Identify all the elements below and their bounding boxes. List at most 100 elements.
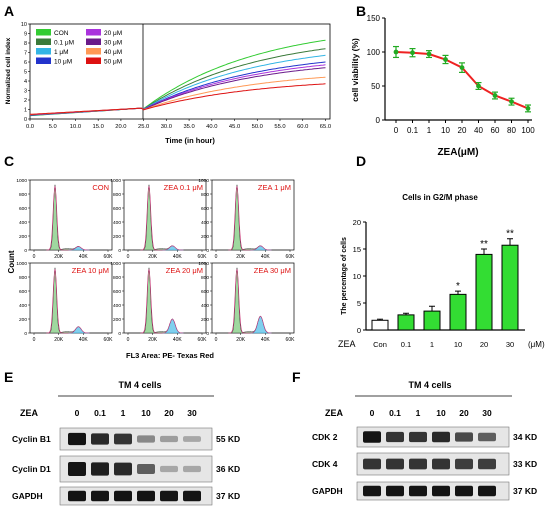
panel-e-dose-label: 10 bbox=[141, 408, 151, 418]
panel-b-data-point bbox=[410, 50, 415, 56]
panel-b-data-point bbox=[443, 57, 448, 62]
panel-letter-e: E bbox=[4, 369, 13, 385]
panel-c-y-axis-label: Count bbox=[7, 250, 16, 273]
panel-c-x-tick-label: 0 bbox=[215, 337, 218, 343]
panel-c-y-tick-label: 0 bbox=[24, 248, 27, 254]
panel-a-x-tick-label: 5.0 bbox=[49, 124, 57, 130]
panel-a-legend-label: 30 μM bbox=[104, 39, 122, 46]
panel-a-x-tick-label: 0.0 bbox=[26, 124, 34, 130]
panel-c-y-tick-label: 400 bbox=[113, 220, 121, 226]
panel-c-y-tick-label: 400 bbox=[19, 220, 27, 226]
panel-f-band bbox=[386, 458, 404, 470]
panel-a-plot-area bbox=[29, 23, 331, 120]
panel-d-x-tick-label: 30 bbox=[506, 340, 514, 349]
panel-f-dose-label: 20 bbox=[459, 408, 469, 418]
panel-f-size-label: 37 KD bbox=[513, 486, 537, 496]
panel-d-bar bbox=[449, 293, 467, 331]
panel-c-y-tick-label: 600 bbox=[201, 289, 209, 295]
panel-d-bar bbox=[501, 244, 519, 331]
panel-a-y-tick-label: 7 bbox=[24, 51, 27, 57]
panel-c-x-tick-label: 0 bbox=[33, 254, 36, 260]
panel-c-x-tick-label: 20K bbox=[54, 337, 64, 343]
panel-c-y-tick-label: 1000 bbox=[198, 261, 209, 267]
panel-c-x-tick-label: 60K bbox=[198, 337, 208, 343]
panel-e-dose-label: 0 bbox=[75, 408, 80, 418]
panel-c-y-tick-label: 400 bbox=[113, 303, 121, 309]
panel-c-x-tick-label: 20K bbox=[54, 254, 64, 260]
panel-d-row-label: ZEA bbox=[338, 339, 356, 349]
panel-f-band bbox=[455, 458, 473, 470]
panel-a-legend-label: CON bbox=[54, 30, 69, 37]
panel-c-y-tick-label: 600 bbox=[201, 206, 209, 212]
panel-d-y-tick-label: 15 bbox=[353, 245, 361, 254]
panel-e-size-label: 37 KD bbox=[216, 491, 240, 501]
panel-b-x-tick-label: 10 bbox=[441, 126, 450, 135]
panel-a-x-tick-label: 50.0 bbox=[252, 124, 263, 130]
panel-d-y-tick-label: 10 bbox=[353, 272, 361, 281]
panel-f-band bbox=[478, 485, 496, 497]
panel-f-dose-label: 0 bbox=[370, 408, 375, 418]
panel-e-band bbox=[114, 490, 132, 502]
panel-c-y-tick-label: 0 bbox=[118, 248, 121, 254]
panel-a-y-tick-label: 6 bbox=[24, 60, 27, 66]
panel-c-histogram-frame bbox=[29, 262, 113, 334]
panel-b-data-point bbox=[476, 83, 481, 89]
panel-c-x-tick-label: 40K bbox=[79, 254, 89, 260]
panel-a-legend-swatch bbox=[36, 38, 51, 45]
panel-e-dose-label: 20 bbox=[164, 408, 174, 418]
panel-b-data-point bbox=[492, 93, 498, 98]
panel-d-g2m-bar-chart: Cells in G2/M phase 0 5 10 15 20 Con 0.1 1 10 * 2… bbox=[338, 193, 545, 349]
panel-c-histogram-frame bbox=[211, 262, 295, 334]
panel-c-y-tick-label: 800 bbox=[19, 275, 27, 281]
panel-e-band bbox=[114, 433, 132, 445]
panel-c-y-tick-label: 0 bbox=[206, 331, 209, 337]
panel-a-legend-label: 40 μM bbox=[104, 49, 122, 56]
panel-c-y-tick-label: 600 bbox=[19, 289, 27, 295]
panel-c-fit-curve bbox=[46, 269, 90, 334]
panel-e-protein-label: Cyclin B1 bbox=[12, 434, 51, 444]
panel-e-band bbox=[91, 462, 109, 476]
panel-a-legend-swatch bbox=[36, 29, 51, 36]
panel-c-y-tick-label: 200 bbox=[19, 317, 27, 323]
panel-letter-c: C bbox=[4, 153, 14, 169]
panel-f-dose-label: 1 bbox=[416, 408, 421, 418]
panel-e-cell-line: TM 4 cells bbox=[118, 380, 161, 390]
panel-c-fit-curve bbox=[228, 269, 272, 334]
panel-f-dose-label: 30 bbox=[482, 408, 492, 418]
panel-a-legend-swatch bbox=[86, 38, 101, 45]
panel-f-band bbox=[455, 432, 473, 442]
panel-c-x-tick-label: 0 bbox=[127, 254, 130, 260]
panel-a-x-tick-label: 40.0 bbox=[206, 124, 217, 130]
panel-a-x-axis-label: Time (in hour) bbox=[165, 136, 215, 145]
panel-b-x-tick-label: 80 bbox=[507, 126, 516, 135]
panel-a-y-tick-label: 3 bbox=[24, 89, 27, 95]
panel-c-x-tick-label: 60K bbox=[286, 254, 296, 260]
panel-e-band bbox=[68, 490, 86, 502]
panel-f-band bbox=[432, 431, 450, 443]
panel-f-band bbox=[432, 458, 450, 470]
panel-d-x-tick-label: 10 bbox=[454, 340, 462, 349]
panel-e-treatment-label: ZEA bbox=[20, 408, 39, 418]
panel-c-fit-curve bbox=[140, 269, 184, 334]
panel-a-y-tick-label: 4 bbox=[24, 79, 27, 85]
panel-b-series-line bbox=[395, 51, 529, 110]
panel-c-histogram-frame bbox=[211, 179, 295, 251]
panel-a-y-tick-label: 9 bbox=[24, 32, 27, 38]
panel-c-y-tick-label: 1000 bbox=[16, 261, 27, 267]
panel-c-y-tick-label: 200 bbox=[201, 317, 209, 323]
panel-e-size-label: 55 KD bbox=[216, 434, 240, 444]
panel-e-western-blot: TM 4 cells ZEA 0 0.1 1 10 20 30 Cyclin B1 55 KD… bbox=[12, 380, 240, 506]
panel-f-dose-label: 10 bbox=[436, 408, 446, 418]
panel-e-size-label: 36 KD bbox=[216, 464, 240, 474]
panel-b-x-tick-label: 60 bbox=[491, 126, 500, 135]
panel-d-y-axis-label: The percentage of cells bbox=[341, 237, 348, 315]
panel-c-y-tick-label: 1000 bbox=[110, 261, 121, 267]
panel-f-band bbox=[432, 485, 450, 497]
panel-c-fit-curve bbox=[140, 186, 184, 251]
panel-e-band bbox=[114, 462, 132, 476]
panel-d-x-tick-label: Con bbox=[373, 340, 387, 349]
panel-b-data-point bbox=[509, 99, 514, 104]
panel-c-y-tick-label: 800 bbox=[113, 275, 121, 281]
panel-a-x-tick-label: 55.0 bbox=[274, 124, 285, 130]
panel-e-band bbox=[68, 462, 86, 476]
